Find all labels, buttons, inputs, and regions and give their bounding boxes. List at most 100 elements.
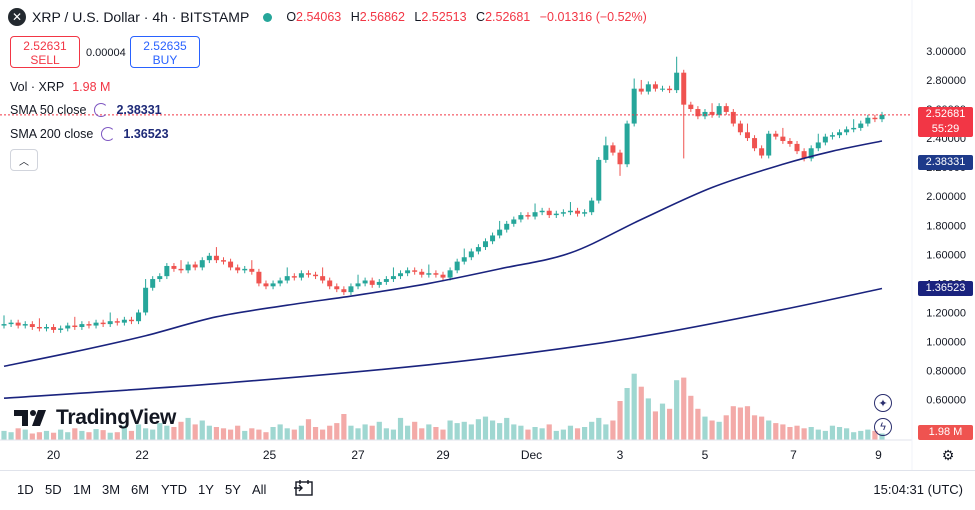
volume-bar (206, 425, 212, 440)
volume-bar (327, 425, 333, 440)
sma50-legend[interactable]: SMA 50 close 2.38331 (10, 103, 162, 117)
ohlc-readout: O2.54063 H2.56862 L2.52513 C2.52681 −0.0… (286, 10, 652, 24)
x-tick-label: 20 (47, 448, 61, 462)
candle-body (744, 132, 750, 139)
candle-body (221, 260, 226, 262)
candle-body (263, 283, 269, 287)
compass-icon[interactable]: ✦ (874, 394, 892, 412)
y-tick-label: 1.80000 (926, 220, 966, 232)
timeframe-all[interactable]: All (252, 482, 267, 497)
collapse-legend-button[interactable]: ︿ (10, 149, 38, 171)
volume-bar (574, 428, 581, 440)
volume-bar (1, 430, 7, 440)
candle-body (808, 148, 814, 159)
timeframe-6m[interactable]: 6M (131, 482, 150, 497)
volume-bar (497, 423, 503, 440)
timeframe-5d[interactable]: 5D (45, 482, 62, 497)
refresh-icon[interactable] (101, 127, 116, 141)
candle-body (1, 324, 7, 326)
volume-bar (638, 386, 644, 440)
volume-bar (277, 424, 283, 440)
candle-body (22, 324, 28, 326)
sma50-legend-label: SMA 50 close (10, 103, 87, 117)
y-tick-label: 1.20000 (926, 307, 966, 319)
candle-body (291, 276, 297, 278)
candle-body (780, 136, 786, 141)
volume-bar (617, 401, 623, 440)
timeframe-5y[interactable]: 5Y (225, 482, 241, 497)
candle-body (660, 88, 665, 90)
volume-bar (780, 424, 786, 440)
candle-body (737, 123, 743, 133)
volume-bar (489, 420, 496, 440)
gear-icon[interactable]: ⚙ (942, 448, 955, 464)
volume-bar (369, 425, 375, 440)
volume-bar (815, 429, 821, 440)
volume-bar (794, 425, 800, 440)
sma50-line (3, 140, 883, 368)
sell-button[interactable]: 2.52631 SELL (10, 36, 80, 68)
y-tick-label: 3.00000 (926, 46, 966, 58)
candle-body (433, 273, 439, 275)
sma200-line (3, 287, 883, 400)
close-key: C (476, 10, 486, 24)
close-value: 2.52681 (485, 10, 531, 24)
candle-body (497, 229, 503, 236)
utc-clock[interactable]: 15:04:31 (UTC) (873, 482, 963, 497)
candle-body (752, 138, 758, 149)
candle-body (390, 276, 396, 280)
timeframe-3m[interactable]: 3M (102, 482, 121, 497)
buy-button[interactable]: 2.52635 BUY (130, 36, 200, 68)
candle-body (164, 265, 170, 277)
candle-body (596, 159, 602, 201)
volume-bar (199, 420, 205, 440)
volume-bar (114, 432, 120, 440)
timeframe-1m[interactable]: 1M (73, 482, 92, 497)
x-tick-label: 5 (702, 448, 709, 462)
chevron-up-icon: ︿ (19, 156, 29, 168)
last-price-value: 2.52681 (925, 107, 966, 120)
candle-body (43, 327, 49, 329)
candle-body (284, 276, 290, 281)
volume-bar (511, 424, 517, 440)
volume-bar (36, 432, 43, 440)
candle-body (15, 322, 21, 326)
candle-body (65, 325, 71, 329)
volume-bar (362, 424, 368, 440)
candle-body (468, 251, 474, 258)
volume-bar (157, 423, 163, 440)
chart-header: ✕ XRP / U.S. Dollar · 4h · BITSTAMP O2.5… (8, 8, 653, 26)
candle-body (256, 271, 262, 284)
volume-bar (872, 430, 878, 440)
candle-body (546, 210, 552, 216)
volume-bar (100, 430, 106, 440)
candle-body (235, 267, 241, 271)
volume-bar (334, 423, 340, 440)
timeframe-1y[interactable]: 1Y (198, 482, 214, 497)
sma200-legend[interactable]: SMA 200 close 1.36523 (10, 127, 169, 141)
volume-bar (723, 415, 729, 440)
volume-legend[interactable]: Vol · XRP 1.98 M (10, 80, 110, 94)
timeframe-1d[interactable]: 1D (17, 482, 34, 497)
candle-body (86, 324, 92, 326)
candle-body (610, 145, 616, 153)
candle-body (567, 210, 573, 213)
volume-bar (525, 429, 531, 440)
candle-body (8, 322, 14, 325)
timeframe-ytd[interactable]: YTD (161, 482, 187, 497)
candle-body (525, 215, 531, 217)
date-range-icon[interactable] (293, 478, 315, 498)
candle-body (383, 279, 389, 282)
refresh-icon[interactable] (94, 103, 109, 117)
volume-bar (716, 421, 722, 440)
volume-bar (242, 430, 248, 440)
tradingview-mark-icon (14, 410, 46, 426)
volume-legend-label: Vol · XRP (10, 80, 65, 94)
volume-bar (185, 417, 191, 440)
symbol-title[interactable]: XRP / U.S. Dollar · 4h · BITSTAMP (32, 9, 250, 25)
lightning-icon[interactable]: ϟ (874, 418, 892, 436)
volume-bar (666, 408, 673, 440)
volume-bar (376, 421, 382, 440)
candle-body (858, 123, 864, 128)
